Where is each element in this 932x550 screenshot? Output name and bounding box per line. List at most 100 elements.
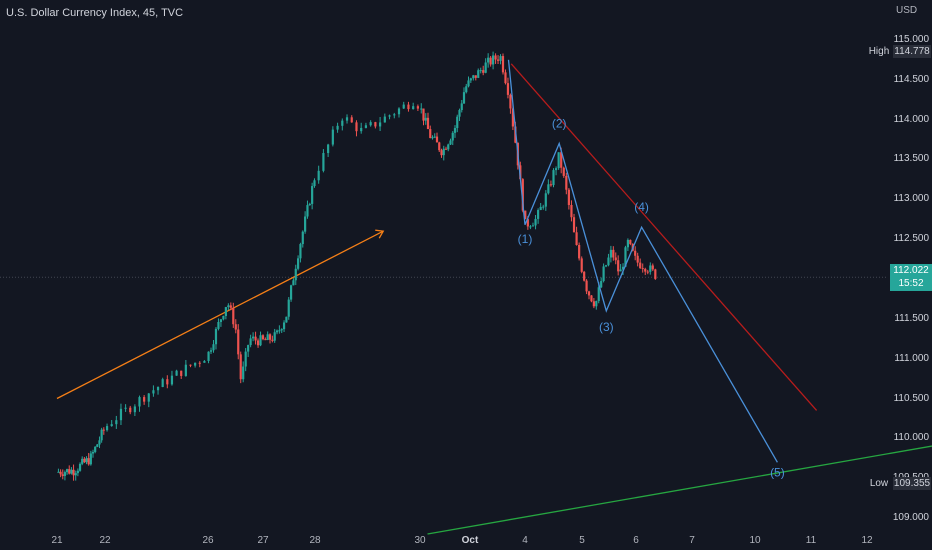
candle-body	[435, 136, 439, 143]
candle-body	[234, 324, 237, 330]
candle-body	[355, 122, 358, 132]
candle-body	[209, 350, 213, 352]
candle-body	[74, 473, 77, 476]
candle-body	[294, 268, 297, 281]
candle-body	[393, 114, 396, 116]
candle-body	[431, 137, 434, 139]
candle-body	[424, 117, 427, 121]
candle-body	[453, 128, 457, 133]
time-tick-label: 4	[522, 535, 528, 546]
wave-label: (5)	[770, 465, 785, 479]
candle-body	[261, 335, 265, 340]
candle-body	[416, 106, 419, 109]
candle-body	[549, 184, 553, 186]
candle-body	[489, 57, 492, 65]
candle-body	[442, 148, 445, 156]
candle-body	[634, 250, 637, 256]
candle-body	[244, 351, 247, 367]
candle-body	[572, 217, 576, 233]
candle-body	[469, 78, 472, 81]
candle-body	[557, 152, 560, 169]
candle-body	[504, 72, 507, 84]
candle-body	[636, 255, 639, 263]
candle-body	[156, 387, 160, 391]
trendline-green[interactable]	[427, 414, 932, 535]
candle-body	[299, 244, 302, 259]
candle-body	[341, 120, 344, 126]
candle-body	[578, 244, 581, 259]
candle-body	[465, 86, 468, 93]
candle-body	[526, 219, 529, 227]
candle-body	[590, 295, 593, 302]
time-tick-label: 26	[202, 535, 214, 546]
candle-body	[170, 375, 174, 385]
price-tick-label: 114.000	[893, 113, 929, 125]
candle-body	[227, 305, 230, 308]
candle-body	[531, 225, 535, 227]
candle-body	[600, 281, 603, 288]
candle-body	[560, 152, 563, 168]
price-tick-label: 115.000	[893, 33, 929, 45]
candle-body	[292, 280, 295, 286]
candle-body	[138, 397, 141, 407]
candle-body	[583, 271, 586, 281]
trendline-orange[interactable]	[56, 230, 384, 400]
candle-body	[462, 92, 466, 104]
candle-body	[407, 104, 410, 110]
candle-body	[426, 117, 430, 130]
candle-body	[280, 329, 283, 331]
candle-body	[297, 258, 300, 269]
candle-body	[646, 271, 649, 273]
candle-body	[570, 204, 573, 218]
candle-body	[105, 426, 109, 431]
candle-body	[609, 249, 612, 258]
trendline-red[interactable]	[510, 63, 818, 411]
time-tick-label: Oct	[462, 535, 479, 546]
candle-body	[506, 83, 510, 95]
candle-body	[68, 469, 71, 474]
trendlines[interactable]	[56, 63, 932, 535]
candle-body	[189, 364, 192, 366]
candle-body	[249, 338, 252, 346]
candle-body	[65, 469, 69, 473]
candle-body	[554, 168, 558, 171]
wave-label: (1)	[518, 232, 533, 246]
candle-body	[166, 379, 169, 385]
wave-label: (2)	[552, 117, 567, 131]
candle-body	[219, 319, 223, 322]
time-tick-label: 28	[309, 535, 321, 546]
candle-body	[129, 407, 132, 413]
candle-body	[350, 117, 353, 123]
candle-body	[184, 364, 187, 376]
candle-body	[604, 265, 608, 267]
elliott-wave[interactable]: (1) (2) (3) (4) (5)	[507, 59, 785, 479]
candle-body	[544, 193, 547, 207]
candle-body	[115, 420, 118, 425]
candle-body	[621, 266, 625, 270]
candle-body	[524, 210, 527, 220]
time-tick-label: 30	[414, 535, 426, 546]
candle-body	[306, 205, 309, 217]
candle-body	[614, 257, 617, 261]
candle-body	[451, 132, 454, 141]
candle-body	[308, 203, 311, 206]
wave-path[interactable]	[507, 59, 778, 463]
candle-body	[580, 258, 583, 272]
candle-body	[289, 285, 293, 300]
candle-body	[474, 75, 477, 78]
candle-body	[449, 140, 452, 145]
time-tick-label: 5	[579, 535, 585, 546]
candle-body	[247, 345, 250, 352]
candle-body	[217, 321, 220, 329]
candle-body	[256, 340, 260, 346]
candle-body	[214, 328, 218, 345]
candle-body	[268, 334, 272, 340]
time-tick-label: 27	[257, 535, 269, 546]
candle-body	[607, 257, 610, 266]
candle-body	[374, 122, 377, 127]
candle-body	[641, 268, 644, 270]
candle-body	[331, 129, 334, 145]
candle-body	[379, 122, 382, 127]
candle-body	[472, 75, 475, 79]
